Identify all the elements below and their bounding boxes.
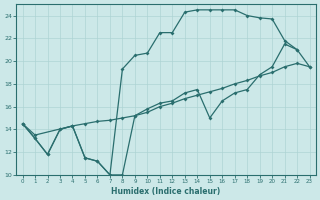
X-axis label: Humidex (Indice chaleur): Humidex (Indice chaleur) [111, 187, 221, 196]
